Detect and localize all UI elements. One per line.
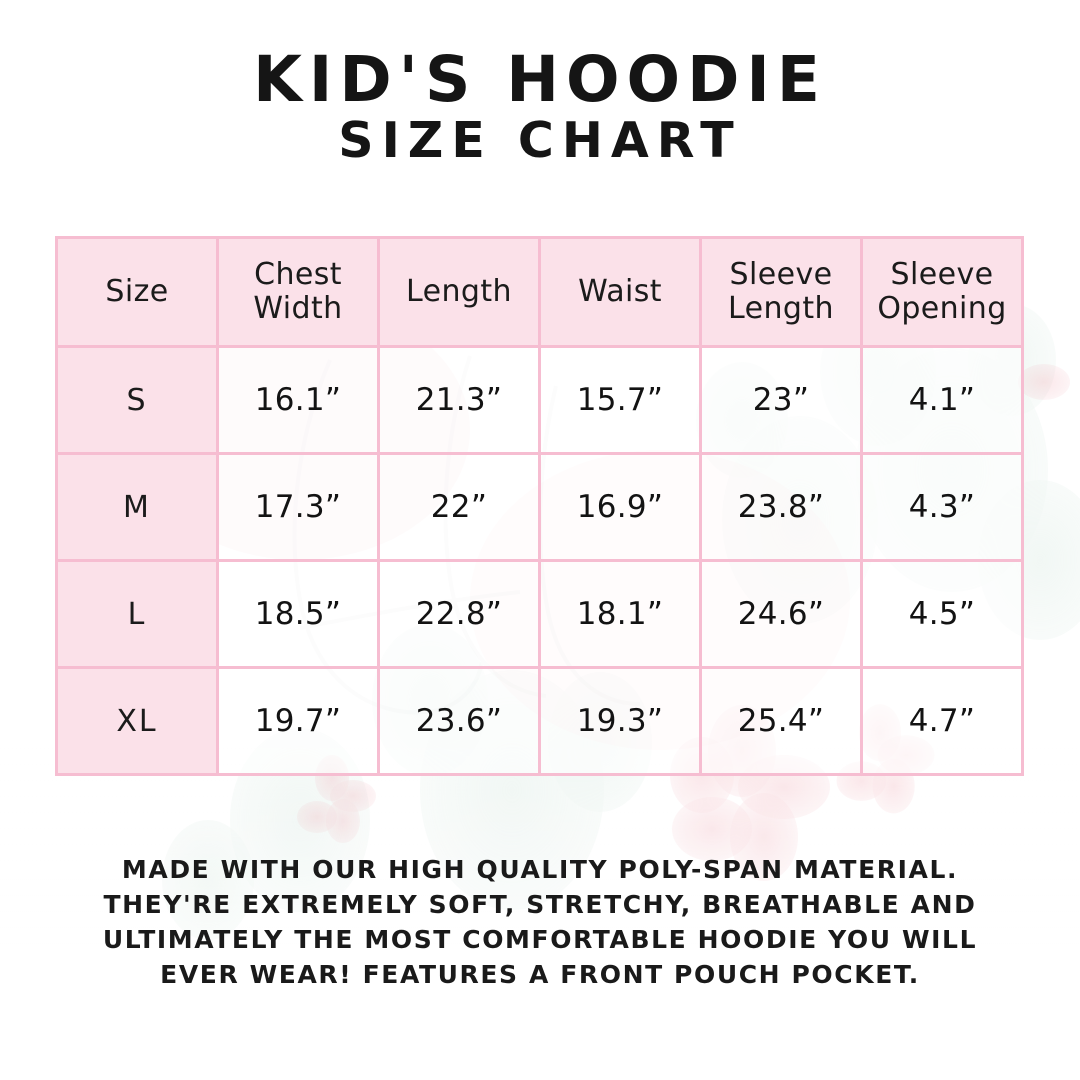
- cell-sleeve-length: 23.8”: [699, 452, 863, 562]
- size-chart-table-container: Size Chest Width Length Waist Sleeve Len: [55, 236, 1024, 776]
- material-description-line-3: ULTIMATELY THE MOST COMFORTABLE HOODIE Y…: [102, 925, 978, 954]
- cell-size: L: [55, 559, 219, 669]
- page-title: KID'S HOODIE SIZE CHART: [0, 43, 1080, 170]
- table-header-row: Size Chest Width Length Waist Sleeve Len: [55, 236, 1024, 348]
- column-header-chest-width-line1: Chest: [254, 257, 342, 293]
- column-header-sleeve-length: Sleeve Length: [699, 236, 863, 348]
- column-header-sleeve-length-line1: Sleeve: [729, 257, 833, 293]
- cell-waist: 18.1”: [538, 559, 702, 669]
- column-header-chest-width-line2: Width: [253, 291, 343, 326]
- cell-sleeve-length: 23”: [699, 345, 863, 455]
- column-header-sleeve-opening: Sleeve Opening: [860, 236, 1024, 348]
- column-header-size: Size: [55, 236, 219, 348]
- column-header-length: Length: [377, 236, 541, 348]
- cell-chest-width: 18.5”: [216, 559, 380, 669]
- title-line-secondary: SIZE CHART: [338, 112, 742, 170]
- column-header-length-line1: Length: [406, 274, 512, 310]
- cell-length: 22”: [377, 452, 541, 562]
- column-header-waist: Waist: [538, 236, 702, 348]
- table-row: XL 19.7” 23.6” 19.3” 25.4” 4.7”: [55, 666, 1024, 776]
- material-description-line-2: THEY'RE EXTREMELY SOFT, STRETCHY, BREATH…: [103, 890, 977, 919]
- cell-waist: 15.7”: [538, 345, 702, 455]
- cell-sleeve-opening: 4.7”: [860, 666, 1024, 776]
- cell-size: S: [55, 345, 219, 455]
- table-row: L 18.5” 22.8” 18.1” 24.6” 4.5”: [55, 559, 1024, 669]
- cell-waist: 19.3”: [538, 666, 702, 776]
- table-body: S 16.1” 21.3” 15.7” 23” 4.1” M 17.3” 22”…: [55, 345, 1024, 776]
- cell-sleeve-opening: 4.3”: [860, 452, 1024, 562]
- cell-chest-width: 16.1”: [216, 345, 380, 455]
- table-header: Size Chest Width Length Waist Sleeve Len: [55, 236, 1024, 348]
- column-header-sleeve-opening-line1: Sleeve: [890, 257, 994, 293]
- title-line-primary: KID'S HOODIE: [253, 43, 827, 116]
- cell-length: 21.3”: [377, 345, 541, 455]
- material-description-line-4: EVER WEAR! FEATURES A FRONT POUCH POCKET…: [160, 960, 920, 989]
- table-row: M 17.3” 22” 16.9” 23.8” 4.3”: [55, 452, 1024, 562]
- column-header-waist-line1: Waist: [578, 274, 662, 310]
- cell-waist: 16.9”: [538, 452, 702, 562]
- column-header-sleeve-opening-line2: Opening: [877, 291, 1007, 326]
- cell-sleeve-length: 25.4”: [699, 666, 863, 776]
- cell-size: M: [55, 452, 219, 562]
- column-header-size-line1: Size: [105, 274, 169, 310]
- cell-size: XL: [55, 666, 219, 776]
- size-chart-table: Size Chest Width Length Waist Sleeve Len: [55, 236, 1024, 776]
- column-header-sleeve-length-line2: Length: [728, 291, 834, 326]
- cell-sleeve-opening: 4.1”: [860, 345, 1024, 455]
- material-description-line-1: MADE WITH OUR HIGH QUALITY POLY-SPAN MAT…: [121, 855, 959, 884]
- cell-chest-width: 17.3”: [216, 452, 380, 562]
- material-description: MADE WITH OUR HIGH QUALITY POLY-SPAN MAT…: [0, 852, 1080, 992]
- cell-chest-width: 19.7”: [216, 666, 380, 776]
- table-row: S 16.1” 21.3” 15.7” 23” 4.1”: [55, 345, 1024, 455]
- cell-sleeve-opening: 4.5”: [860, 559, 1024, 669]
- column-header-chest-width: Chest Width: [216, 236, 380, 348]
- cell-length: 23.6”: [377, 666, 541, 776]
- cell-sleeve-length: 24.6”: [699, 559, 863, 669]
- cell-length: 22.8”: [377, 559, 541, 669]
